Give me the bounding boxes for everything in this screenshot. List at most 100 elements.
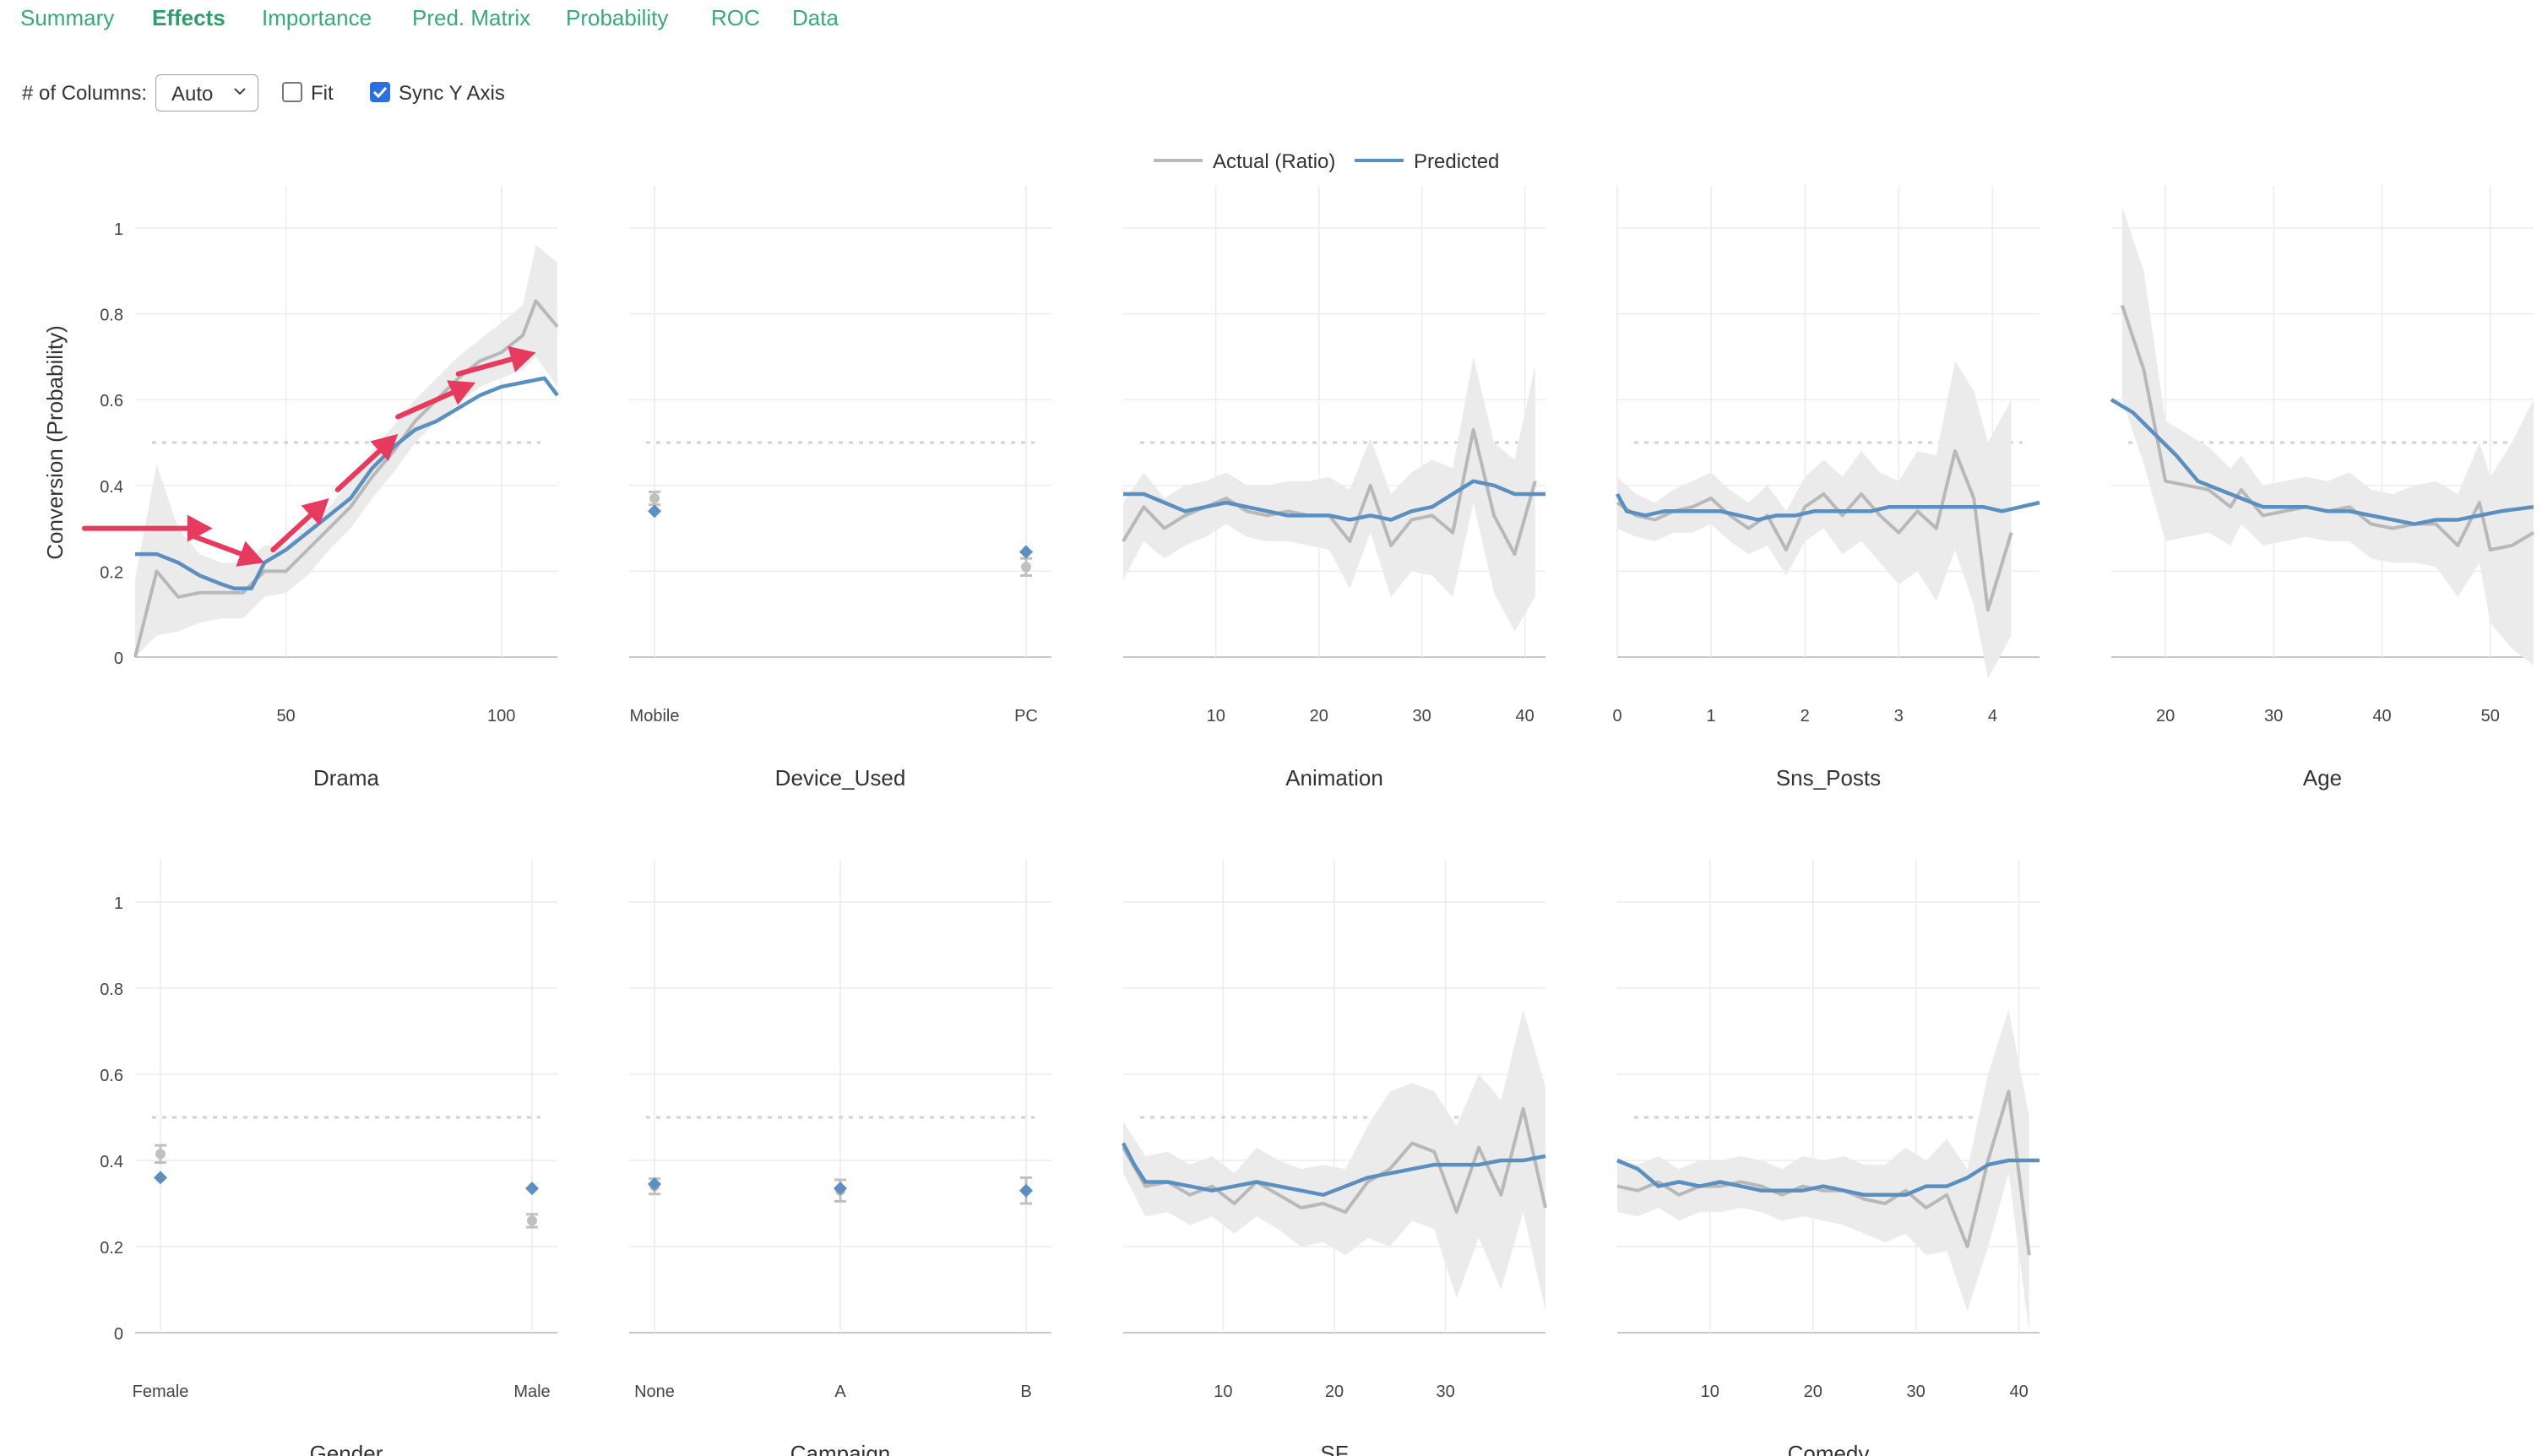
y-tick-label: 0.8 xyxy=(100,307,123,325)
tab-importance[interactable]: Importance xyxy=(262,5,372,30)
x-tick-label: 4 xyxy=(1988,707,1997,725)
panel-title-age: Age xyxy=(2303,765,2342,790)
tab-summary[interactable]: Summary xyxy=(20,5,115,30)
annotation-arrow xyxy=(395,390,455,420)
x-tick-label: None xyxy=(634,1383,675,1401)
actual-point xyxy=(649,493,660,504)
annotation-arrow-head xyxy=(447,380,476,405)
actual-line-sns-posts xyxy=(1616,449,2013,612)
x-tick-label: 30 xyxy=(1413,707,1431,725)
panel-title-device-used: Device_Used xyxy=(775,765,906,790)
confidence-band-sns-posts xyxy=(1617,361,2012,679)
x-tick-label: 40 xyxy=(1515,707,1534,725)
x-tick-label: A xyxy=(834,1383,846,1401)
y-tick-label: 0.2 xyxy=(100,1239,123,1258)
x-tick-label: 20 xyxy=(2156,707,2175,725)
panel-title-sns-posts: Sns_Posts xyxy=(1776,765,1881,790)
actual-point xyxy=(155,1149,166,1160)
annotation-arrow xyxy=(455,356,514,377)
x-tick-label: 50 xyxy=(276,707,295,725)
annotation-arrow-head xyxy=(370,433,399,461)
sync-y-axis-checkbox[interactable] xyxy=(370,82,390,102)
annotation-arrow xyxy=(270,513,313,552)
tab-roc[interactable]: ROC xyxy=(711,5,760,30)
predicted-point xyxy=(154,1171,167,1185)
y-tick-label: 0.2 xyxy=(100,563,123,582)
y-tick-label: 0 xyxy=(114,649,123,668)
predicted-point xyxy=(834,1182,847,1196)
legend-predicted-label: Predicted xyxy=(1414,150,1499,173)
y-tick-label: 0.6 xyxy=(100,1067,123,1085)
y-tick-label: 0 xyxy=(114,1325,123,1344)
x-tick-label: 3 xyxy=(1894,707,1904,725)
confidence-band-drama xyxy=(135,245,557,657)
confidence-band-sf xyxy=(1123,1009,1545,1312)
tab-data[interactable]: Data xyxy=(792,5,839,30)
columns-select[interactable]: Auto xyxy=(155,74,258,111)
checkmark-icon xyxy=(372,86,388,99)
actual-line-drama xyxy=(133,299,559,658)
panel-title-gender: Gender xyxy=(310,1441,383,1456)
panel-title-drama: Drama xyxy=(313,765,380,790)
predicted-line-animation xyxy=(1123,479,1545,522)
predicted-line-comedy xyxy=(1616,1158,2040,1198)
x-tick-label: 2 xyxy=(1801,707,1810,725)
columns-label: # of Columns: xyxy=(22,82,148,105)
panel-title-sf: SF xyxy=(1320,1441,1348,1456)
x-tick-label: 10 xyxy=(1214,1383,1232,1401)
confidence-band-comedy xyxy=(1617,1009,2029,1333)
x-tick-label: 50 xyxy=(2481,707,2500,725)
x-tick-label: 100 xyxy=(487,707,515,725)
x-tick-label: 40 xyxy=(2372,707,2391,725)
x-tick-label: Mobile xyxy=(630,707,680,725)
fit-checkbox[interactable] xyxy=(282,82,302,102)
annotation-arrow-head xyxy=(187,514,213,542)
x-tick-label: 10 xyxy=(1701,1383,1719,1401)
x-tick-label: 40 xyxy=(2009,1383,2028,1401)
predicted-point xyxy=(1019,1183,1033,1198)
x-tick-label: 20 xyxy=(1804,1383,1822,1401)
columns-select-value: Auto xyxy=(171,83,214,106)
y-tick-label: 1 xyxy=(114,894,123,913)
annotation-arrow-head xyxy=(236,541,265,567)
fit-label[interactable]: Fit xyxy=(311,82,334,105)
predicted-point xyxy=(648,1177,661,1192)
y-tick-label: 0.8 xyxy=(100,981,123,999)
tab-pred-matrix[interactable]: Pred. Matrix xyxy=(412,5,531,30)
x-tick-label: 30 xyxy=(2264,707,2283,725)
annotation-arrow-head xyxy=(508,345,536,372)
x-tick-label: B xyxy=(1020,1383,1031,1401)
y-tick-label: 1 xyxy=(114,220,123,239)
panel-title-animation: Animation xyxy=(1285,765,1383,790)
x-tick-label: 1 xyxy=(1707,707,1716,725)
annotation-arrow-head xyxy=(301,498,329,526)
x-tick-label: 10 xyxy=(1207,707,1225,725)
x-tick-label: 20 xyxy=(1310,707,1328,725)
actual-point xyxy=(1021,562,1031,573)
x-tick-label: Female xyxy=(133,1383,189,1401)
y-tick-label: 0.6 xyxy=(100,392,123,410)
x-tick-label: Male xyxy=(513,1383,550,1401)
y-tick-label: 0.4 xyxy=(100,1153,123,1171)
x-tick-label: 20 xyxy=(1325,1383,1344,1401)
x-tick-label: PC xyxy=(1014,707,1038,725)
sync-y-axis-label[interactable]: Sync Y Axis xyxy=(399,82,505,105)
annotation-arrow xyxy=(334,448,383,492)
x-tick-label: 30 xyxy=(1436,1383,1454,1401)
panel-title-comedy: Comedy xyxy=(1788,1441,1870,1456)
predicted-point xyxy=(525,1182,539,1196)
predicted-line-age xyxy=(2110,398,2534,526)
x-tick-label: 0 xyxy=(1612,707,1621,725)
y-axis-title: Conversion (Probability) xyxy=(42,325,68,559)
actual-point xyxy=(527,1215,537,1226)
annotation-arrow xyxy=(193,534,243,557)
tab-probability[interactable]: Probability xyxy=(566,5,669,30)
predicted-point xyxy=(1019,545,1033,559)
x-tick-label: 30 xyxy=(1907,1383,1926,1401)
actual-line-comedy xyxy=(1616,1089,2031,1256)
legend-actual-label: Actual (Ratio) xyxy=(1213,150,1335,173)
tab-effects[interactable]: Effects xyxy=(152,5,225,30)
actual-line-sf xyxy=(1122,1106,1547,1214)
predicted-point xyxy=(648,504,661,519)
